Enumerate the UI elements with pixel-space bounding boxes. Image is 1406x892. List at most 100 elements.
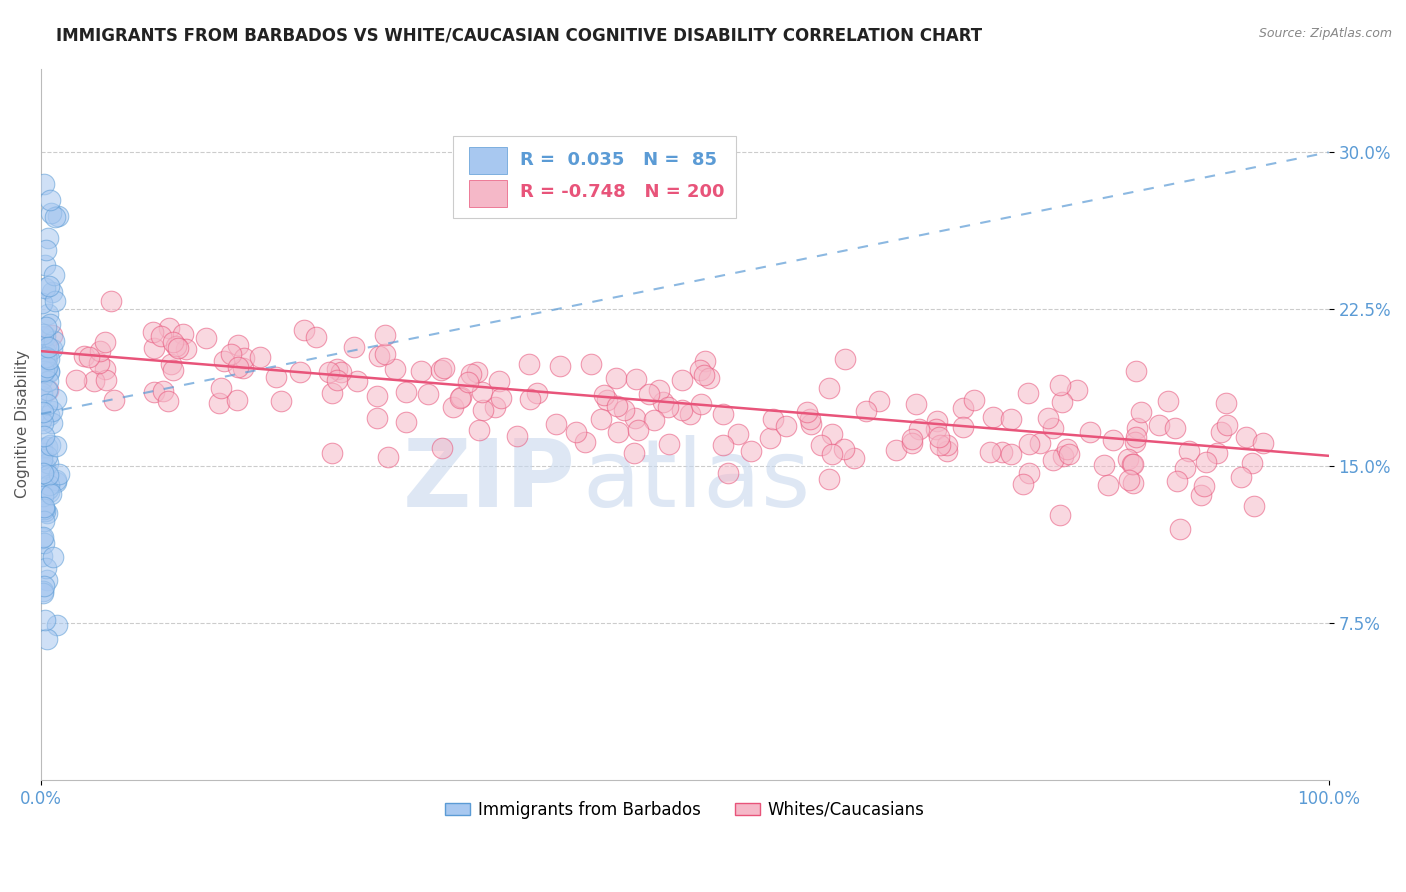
- Point: [449, 391, 471, 405]
- Point: [35, 632, 58, 646]
- Point: [432, 441, 454, 455]
- Point: [574, 435, 596, 450]
- Point: [526, 386, 548, 401]
- Point: [834, 351, 856, 366]
- Point: [38, 478, 60, 492]
- Point: [394, 415, 416, 429]
- Point: [38, 278, 60, 293]
- Point: [46, 209, 69, 223]
- Point: [35, 338, 58, 352]
- Point: [1056, 442, 1078, 456]
- Point: [232, 351, 254, 366]
- Point: [34, 504, 56, 518]
- Point: [35, 397, 58, 411]
- Point: [1130, 405, 1153, 419]
- Point: [152, 384, 174, 399]
- Point: [759, 431, 782, 445]
- Point: [31, 385, 53, 400]
- Point: [32, 177, 55, 191]
- Point: [156, 394, 179, 409]
- Point: [45, 392, 67, 406]
- Point: [450, 390, 472, 404]
- Point: [627, 423, 650, 437]
- Point: [1157, 393, 1180, 408]
- Point: [38, 409, 60, 423]
- Point: [717, 466, 740, 480]
- Point: [37, 383, 59, 397]
- Point: [34, 343, 56, 358]
- Point: [34, 536, 56, 550]
- Point: [46, 618, 69, 632]
- Point: [32, 326, 55, 341]
- Point: [607, 425, 630, 440]
- Point: [37, 231, 59, 245]
- Point: [1192, 479, 1215, 493]
- Point: [517, 357, 540, 371]
- Point: [38, 484, 60, 499]
- Point: [304, 330, 326, 344]
- Point: [34, 319, 56, 334]
- Point: [416, 386, 439, 401]
- Point: [65, 373, 87, 387]
- Point: [952, 401, 974, 415]
- Point: [31, 416, 53, 430]
- Point: [143, 341, 166, 355]
- Point: [593, 388, 616, 402]
- Point: [979, 445, 1001, 459]
- Point: [32, 461, 55, 475]
- Point: [37, 374, 59, 388]
- Point: [488, 374, 510, 388]
- Point: [901, 436, 924, 450]
- Point: [1230, 470, 1253, 484]
- Point: [38, 364, 60, 378]
- Point: [548, 359, 571, 373]
- Point: [1164, 421, 1187, 435]
- Point: [963, 393, 986, 408]
- Point: [796, 404, 818, 418]
- Point: [32, 579, 55, 593]
- Y-axis label: Cognitive Disability: Cognitive Disability: [15, 351, 30, 499]
- Point: [37, 468, 59, 483]
- Point: [31, 467, 53, 481]
- Point: [1078, 425, 1101, 440]
- Point: [162, 363, 184, 377]
- Text: R =  0.035   N =  85: R = 0.035 N = 85: [520, 151, 717, 169]
- Point: [925, 422, 948, 436]
- Point: [1092, 458, 1115, 472]
- Point: [292, 322, 315, 336]
- Point: [1125, 430, 1147, 444]
- Point: [936, 444, 959, 458]
- Point: [928, 430, 950, 444]
- Point: [45, 473, 67, 487]
- Point: [45, 475, 67, 489]
- Point: [1240, 457, 1263, 471]
- Text: ZIP: ZIP: [402, 435, 575, 527]
- Point: [34, 329, 56, 343]
- Point: [149, 329, 172, 343]
- Point: [1122, 457, 1144, 471]
- Point: [31, 296, 53, 310]
- Point: [1215, 396, 1237, 410]
- Point: [249, 350, 271, 364]
- Point: [93, 334, 115, 349]
- Point: [441, 400, 464, 414]
- Point: [195, 331, 218, 345]
- Point: [103, 393, 125, 408]
- Point: [31, 531, 53, 545]
- Point: [762, 411, 785, 425]
- Point: [32, 500, 55, 515]
- Point: [35, 573, 58, 587]
- Point: [1189, 488, 1212, 502]
- Point: [581, 358, 603, 372]
- Point: [1052, 449, 1074, 463]
- Point: [142, 325, 165, 339]
- Point: [842, 451, 865, 466]
- Point: [37, 307, 59, 321]
- Point: [818, 381, 841, 395]
- Point: [460, 367, 482, 381]
- Point: [208, 395, 231, 409]
- Text: R = -0.748   N = 200: R = -0.748 N = 200: [520, 184, 724, 202]
- Point: [1057, 447, 1080, 461]
- Point: [41, 416, 63, 430]
- Point: [904, 397, 927, 411]
